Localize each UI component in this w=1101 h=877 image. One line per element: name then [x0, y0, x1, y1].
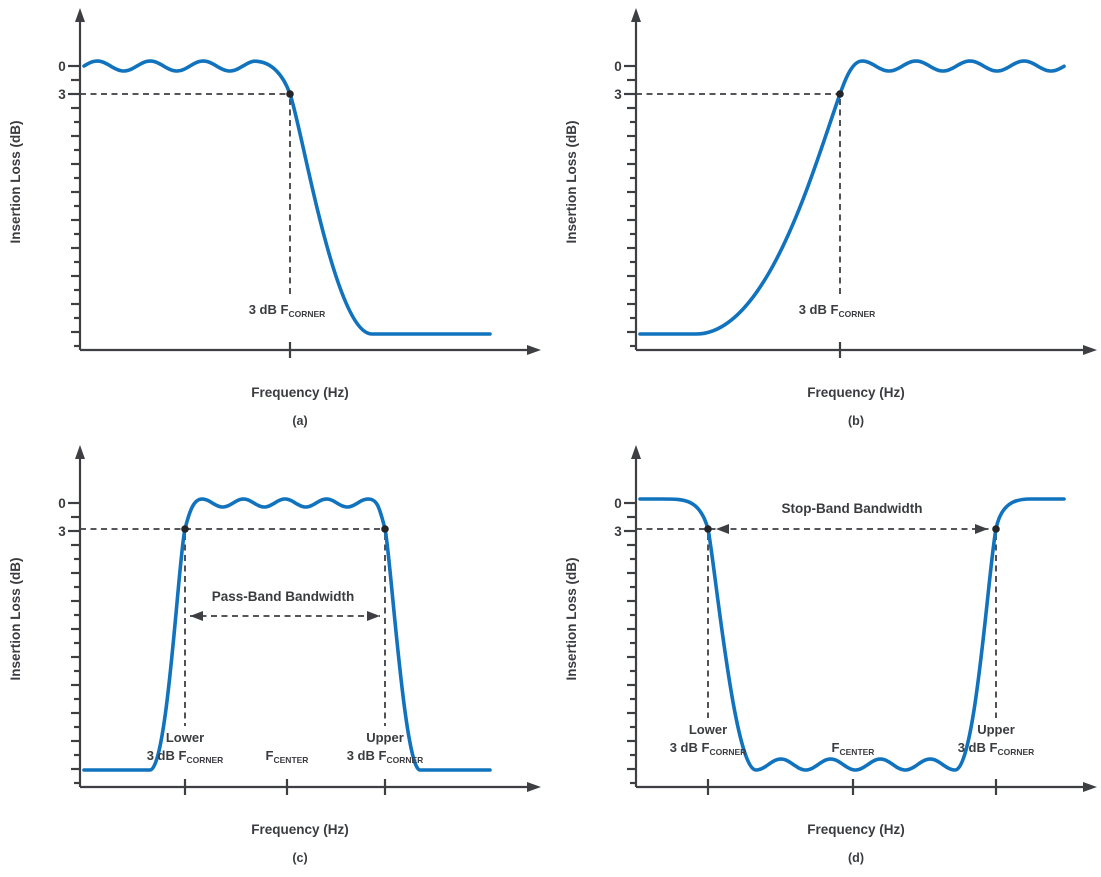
- corner-frequency-label: Lower: [166, 730, 204, 745]
- chart-caption: (d): [848, 851, 864, 865]
- corner-frequency-label: Upper: [366, 730, 404, 745]
- y-axis-arrow: [75, 445, 85, 459]
- chart-bandpass: 0 3 Pass-Band Bandwidth Lower 3 dB FCORNER FC…: [0, 437, 545, 872]
- x-axis-title: Frequency (Hz): [251, 822, 349, 837]
- bandwidth-arrow-left: [716, 524, 729, 534]
- y-axis-title: Insertion Loss (dB): [564, 120, 579, 243]
- corner-frequency-label: 3 dB FCORNER: [958, 740, 1035, 757]
- y-tick-label-0: 0: [614, 59, 622, 74]
- corner-frequency-label: FCENTER: [832, 740, 875, 757]
- response-curve: [638, 497, 1066, 772]
- response-curve: [82, 497, 492, 772]
- corner-frequency-label: Upper: [977, 722, 1015, 737]
- corner-frequency-label: 3 dB FCORNER: [147, 748, 224, 765]
- response-curve: [638, 59, 1066, 336]
- y-tick-label-0: 0: [58, 496, 66, 511]
- chart-caption: (b): [848, 414, 864, 428]
- y-tick-label-3: 3: [614, 87, 622, 102]
- x-axis-arrow: [1083, 345, 1097, 355]
- x-axis-title: Frequency (Hz): [251, 385, 349, 400]
- y-axis-title: Insertion Loss (dB): [8, 120, 23, 243]
- filter-chart-a: 0 3 3 dB FCORNER Insertion Loss (dB) Frequen…: [8, 8, 541, 428]
- chart-caption: (c): [292, 851, 307, 865]
- y-axis-arrow: [631, 8, 641, 22]
- chart-lowpass: 0 3 3 dB FCORNER Insertion Loss (dB) Frequen…: [0, 0, 545, 435]
- y-tick-label-3: 3: [614, 524, 622, 539]
- response-curve: [82, 59, 492, 336]
- bandwidth-label: Pass-Band Bandwidth: [212, 589, 355, 604]
- corner-frequency-label: FCENTER: [266, 748, 309, 765]
- corner-frequency-label: 3 dB FCORNER: [347, 748, 424, 765]
- y-axis-title: Insertion Loss (dB): [8, 557, 23, 680]
- y-tick-label-0: 0: [58, 59, 66, 74]
- chart-caption: (a): [292, 414, 307, 428]
- bandwidth-arrow-left: [190, 611, 203, 621]
- bandwidth-arrow-right: [975, 524, 988, 534]
- corner-frequency-label: Lower: [689, 722, 727, 737]
- chart-highpass: 0 3 3 dB FCORNER Insertion Loss (dB) Frequen…: [556, 0, 1101, 435]
- corner-frequency-label: 3 dB FCORNER: [249, 302, 326, 319]
- x-axis-arrow: [527, 345, 541, 355]
- y-axis-arrow: [75, 8, 85, 22]
- y-tick-label-3: 3: [58, 87, 66, 102]
- bandwidth-label: Stop-Band Bandwidth: [782, 501, 923, 516]
- corner-point-marker: [836, 90, 844, 98]
- x-axis-arrow: [1083, 782, 1097, 792]
- corner-point-marker: [381, 525, 389, 533]
- y-tick-label-0: 0: [614, 496, 622, 511]
- filter-chart-d: 0 3 Stop-Band Bandwidth Lower 3 dB FCORNER FC…: [564, 445, 1097, 865]
- filter-chart-c: 0 3 Pass-Band Bandwidth Lower 3 dB FCORNER FC…: [8, 445, 541, 865]
- chart-bandstop: 0 3 Stop-Band Bandwidth Lower 3 dB FCORNER FC…: [556, 437, 1101, 872]
- corner-frequency-label: 3 dB FCORNER: [799, 302, 876, 319]
- x-axis-title: Frequency (Hz): [807, 385, 905, 400]
- y-tick-label-3: 3: [58, 524, 66, 539]
- y-axis-arrow: [631, 445, 641, 459]
- filter-chart-b: 0 3 3 dB FCORNER Insertion Loss (dB) Frequen…: [564, 8, 1097, 428]
- corner-point-marker: [286, 90, 294, 98]
- corner-point-marker: [704, 525, 712, 533]
- x-axis-title: Frequency (Hz): [807, 822, 905, 837]
- y-axis-title: Insertion Loss (dB): [564, 557, 579, 680]
- corner-point-marker: [992, 525, 1000, 533]
- corner-point-marker: [181, 525, 189, 533]
- corner-frequency-label: 3 dB FCORNER: [670, 740, 747, 757]
- x-axis-arrow: [527, 782, 541, 792]
- bandwidth-arrow-right: [367, 611, 380, 621]
